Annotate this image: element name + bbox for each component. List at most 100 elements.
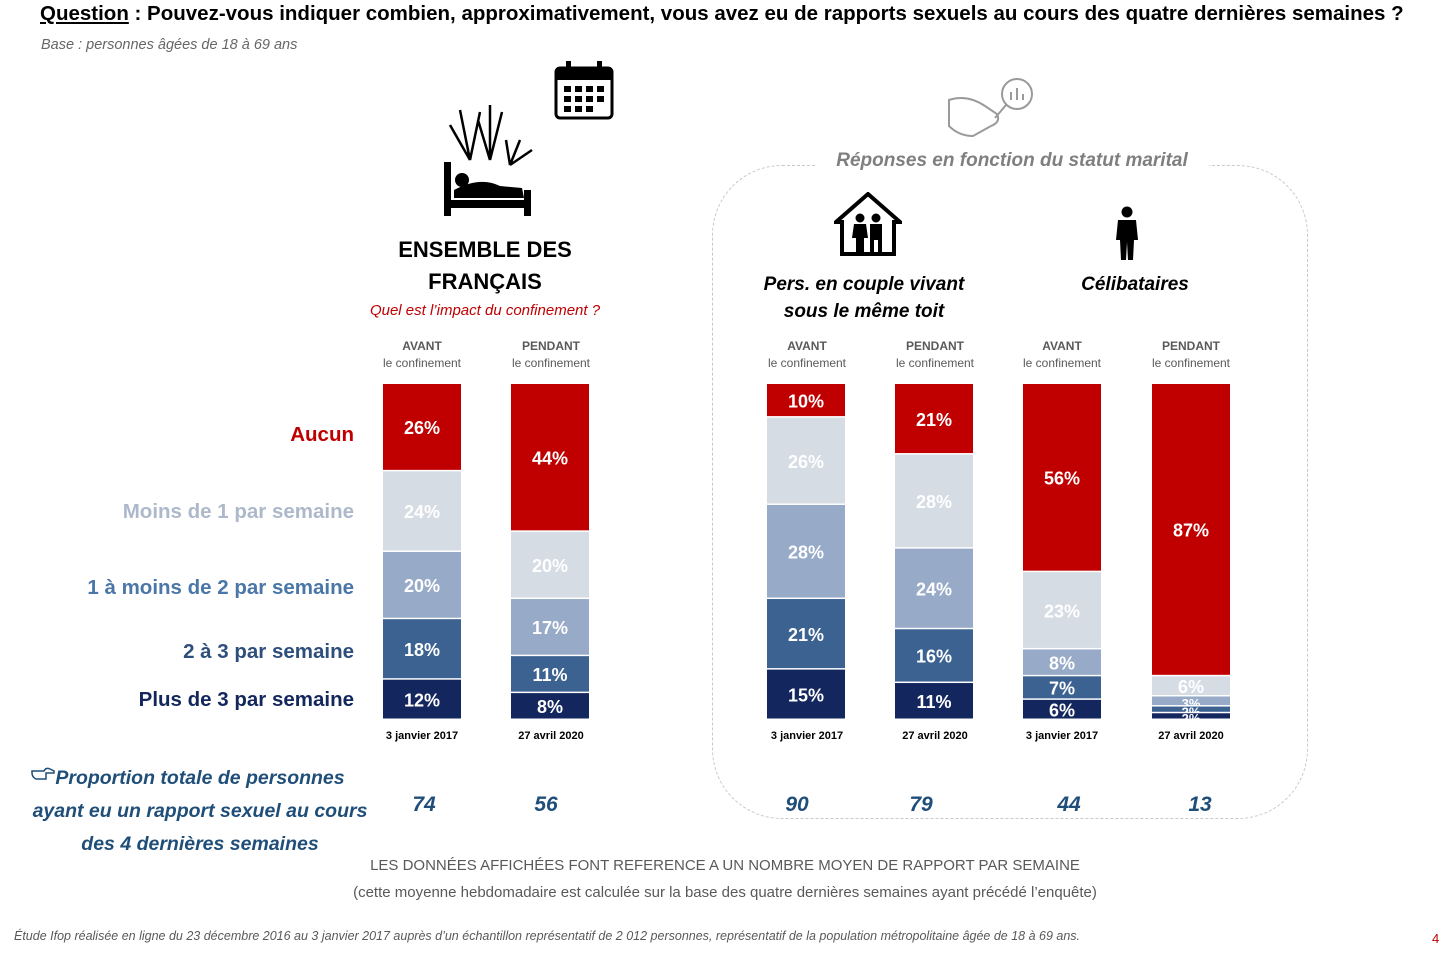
- bar-segment: [1023, 649, 1101, 675]
- group-couple-line2: sous le même toit: [783, 301, 945, 322]
- bar-segment: [767, 384, 845, 417]
- bar-segment: [895, 683, 973, 719]
- panel-title: Réponses en fonction du statut marital: [815, 150, 1209, 172]
- ensemble-title-line2: FRANÇAIS: [428, 269, 542, 294]
- bar-value-label: 18%: [404, 640, 440, 660]
- bar-value-label: 56%: [1044, 469, 1080, 489]
- phase-header: AVANT le confinement: [1002, 338, 1122, 372]
- date-label: 3 janvier 2017: [385, 730, 459, 742]
- bar-segment: [511, 693, 589, 719]
- bar-segment: [383, 679, 461, 719]
- bar-segment: [895, 454, 973, 548]
- date-label: 27 avril 2020: [902, 730, 968, 742]
- phase-pendant: PENDANT: [905, 339, 964, 353]
- total-value: 56: [534, 793, 558, 816]
- phase-sub: le confinement: [895, 356, 975, 370]
- bar-segment: [895, 629, 973, 682]
- ensemble-title-line1: ENSEMBLE DES: [398, 237, 572, 262]
- bar-value-label: 24%: [916, 579, 952, 599]
- single-person-icon: [1116, 206, 1138, 260]
- phase-header: PENDANT le confinement: [491, 338, 611, 372]
- family-house-icon: [834, 192, 902, 256]
- bar-value-label: 21%: [916, 410, 952, 430]
- date-label: 3 janvier 2017: [1025, 730, 1099, 742]
- total-value: 13: [1188, 793, 1212, 816]
- bar-segment: [1152, 696, 1230, 706]
- bar-value-label: 11%: [916, 692, 951, 712]
- question-text: : Pouvez-vous indiquer combien, approxim…: [128, 2, 1404, 25]
- date-label: 27 avril 2020: [1158, 730, 1224, 742]
- bar-segment: [383, 471, 461, 551]
- bar-value-label: 44%: [532, 448, 568, 468]
- bar-segment: [767, 669, 845, 719]
- bar-value-label: 16%: [916, 647, 952, 667]
- category-label-aucun: Aucun: [290, 423, 354, 446]
- bar-segment: [895, 384, 973, 454]
- question-title: Question : Pouvez-vous indiquer combien,…: [40, 2, 1404, 26]
- bar-value-label: 28%: [916, 492, 952, 512]
- phase-pendant: PENDANT: [1161, 339, 1220, 353]
- bed-fireworks-icon: [444, 105, 533, 216]
- question-label: Question: [40, 2, 129, 25]
- bar-value-label: 20%: [404, 576, 440, 596]
- category-label-moins-de-1: Moins de 1 par semaine: [122, 500, 354, 523]
- phase-avant: AVANT: [787, 339, 827, 353]
- bar-value-label: 23%: [1044, 601, 1080, 621]
- phase-sub: le confinement: [511, 356, 591, 370]
- bar-segment: [1023, 572, 1101, 648]
- bar-segment: [1023, 676, 1101, 699]
- bar-segment: [767, 417, 845, 504]
- bar-segment: [1023, 699, 1101, 719]
- pointing-hand-icon: [31, 767, 55, 780]
- bar-value-label: 2%: [1182, 711, 1201, 726]
- category-label-plus-de-3: Plus de 3 par semaine: [138, 688, 354, 711]
- phase-header: AVANT le confinement: [747, 338, 867, 372]
- bar-value-label: 11%: [532, 665, 567, 685]
- bar-segment: [1152, 384, 1230, 675]
- total-value: 90: [785, 793, 809, 816]
- phase-sub: le confinement: [1022, 356, 1102, 370]
- phase-sub: le confinement: [382, 356, 462, 370]
- phase-avant: AVANT: [402, 339, 442, 353]
- bar-value-label: 21%: [788, 625, 824, 645]
- bar-value-label: 12%: [404, 690, 440, 710]
- category-label-1-a-2: 1 à moins de 2 par semaine: [87, 576, 354, 599]
- bar-segment: [895, 548, 973, 628]
- proportion-line1: Proportion totale de personnes: [55, 767, 345, 789]
- phase-header: PENDANT le confinement: [1131, 338, 1251, 372]
- phase-avant: AVANT: [1042, 339, 1082, 353]
- group-single-label: Célibataires: [1081, 274, 1189, 295]
- bar-segment: [383, 384, 461, 470]
- bar-segment: [1152, 676, 1230, 695]
- page-number: 4: [1432, 931, 1440, 946]
- phase-sub: le confinement: [1151, 356, 1231, 370]
- bar-segment: [511, 656, 589, 692]
- bar-segment: [383, 619, 461, 679]
- proportion-line2: ayant eu un rapport sexuel au cours: [32, 800, 368, 822]
- phase-sub: le confinement: [767, 356, 847, 370]
- bar-value-label: 7%: [1049, 679, 1075, 699]
- bar-value-label: 26%: [788, 452, 824, 472]
- category-label-2-a-3: 2 à 3 par semaine: [183, 640, 354, 663]
- bar-segment: [511, 531, 589, 598]
- proportion-label: Proportion totale de personnes ayant eu …: [22, 762, 378, 861]
- note-line1: LES DONNÉES AFFICHÉES FONT REFERENCE A U…: [370, 857, 1080, 874]
- bar-value-label: 17%: [532, 618, 568, 638]
- bar-value-label: 20%: [532, 556, 568, 576]
- date-label: 27 avril 2020: [518, 730, 584, 742]
- bar-value-label: 8%: [1049, 653, 1075, 673]
- bar-segment: [383, 552, 461, 618]
- bar-value-label: 15%: [788, 685, 824, 705]
- group-couple-label: Pers. en couple vivant sous le même toit: [745, 271, 983, 325]
- calendar-icon: [554, 61, 614, 120]
- bar-value-label: 6%: [1178, 677, 1204, 697]
- hand-magnifier-icon: [948, 78, 1033, 138]
- base-note: Base : personnes âgées de 18 à 69 ans: [41, 37, 298, 53]
- total-value: 79: [909, 793, 933, 816]
- bar-segment: [1152, 713, 1230, 719]
- bar-segment: [767, 599, 845, 669]
- impact-subtitle: Quel est l’impact du confinement ?: [369, 302, 601, 319]
- source-note: Étude Ifop réalisée en ligne du 23 décem…: [14, 929, 1081, 943]
- group-couple-line1: Pers. en couple vivant: [763, 274, 965, 295]
